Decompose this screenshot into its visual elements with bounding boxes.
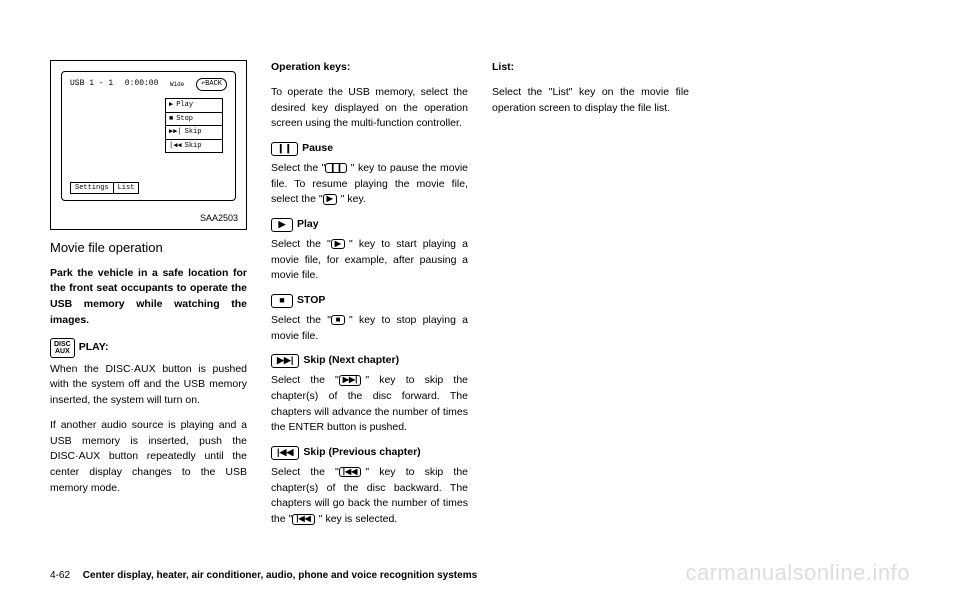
column-2: Operation keys: To operate the USB memor… <box>271 60 468 530</box>
menu-stop: ■Stop <box>165 112 223 126</box>
sp-t3: " key is selected. <box>319 513 397 525</box>
back-glyph: |◀◀ <box>169 141 182 152</box>
play-text: Select the "▶" key to start playing a mo… <box>271 237 468 284</box>
skipnext-heading: ▶▶| Skip (Next chapter) <box>271 353 468 369</box>
pause-t1: Select the " <box>271 162 325 174</box>
stop-inline-icon: ■ <box>331 315 345 326</box>
skipprev-text: Select the "|◀◀" key to skip the chapter… <box>271 465 468 528</box>
skipnext-icon: ▶▶| <box>271 354 299 368</box>
menu-skip-fwd: ▶▶|Skip <box>165 125 223 139</box>
back-button: ↶BACK <box>196 78 227 91</box>
menu-skip-back: |◀◀Skip <box>165 139 223 154</box>
menu-skip-back-label: Skip <box>185 141 202 152</box>
play-label-2: Play <box>297 217 319 233</box>
menu-play: ▶Play <box>165 98 223 112</box>
disc-aux-icon: DISC AUX <box>50 338 75 358</box>
column-1: USB 1 - 1 0:00:00 Wide ↶BACK ▶Play ■Stop… <box>50 60 247 530</box>
section-title: Center display, heater, air conditioner,… <box>83 570 477 581</box>
play-label: PLAY: <box>79 340 109 356</box>
stop-icon: ■ <box>271 294 293 308</box>
play-inline-icon-2: ▶ <box>331 239 345 250</box>
column-3: List: Select the "List" key on the movie… <box>492 60 689 530</box>
usb-label: USB 1 - 1 <box>70 78 113 90</box>
time-label: 0:00:00 <box>125 78 159 90</box>
menu-play-label: Play <box>176 100 193 111</box>
page-footer: 4-62 Center display, heater, air conditi… <box>50 570 477 581</box>
skipnext-text: Select the "▶▶|" key to skip the chapter… <box>271 373 468 436</box>
stop-heading: ■ STOP <box>271 293 468 309</box>
watermark: carmanualsonline.info <box>685 560 910 586</box>
menu-skip-fwd-label: Skip <box>185 127 202 138</box>
pause-icon: ❙❙ <box>271 142 298 156</box>
sp-t1: Select the " <box>271 466 339 478</box>
play-glyph: ▶ <box>169 100 173 111</box>
settings-btn: Settings <box>70 182 114 195</box>
skipprev-label: Skip (Previous chapter) <box>303 445 420 461</box>
play-t1: Select the " <box>271 238 331 250</box>
play-icon-2: ▶ <box>271 218 293 232</box>
stop-label: STOP <box>297 293 325 309</box>
skipprev-icon: |◀◀ <box>271 446 299 460</box>
play-heading-2: ▶ Play <box>271 217 468 233</box>
menu-stop-label: Stop <box>176 114 193 125</box>
skipprev-inline-icon: |◀◀ <box>339 467 362 478</box>
screen-topbar: USB 1 - 1 0:00:00 Wide ↶BACK <box>70 78 227 91</box>
stop-t1: Select the " <box>271 314 331 326</box>
pause-label: Pause <box>302 141 333 157</box>
pause-t3: " key. <box>341 193 366 205</box>
play-inline-icon: ▶ <box>323 194 337 205</box>
play-heading: DISC AUX PLAY: <box>50 338 247 358</box>
list-text: Select the "List" key on the movie file … <box>492 85 689 117</box>
skipprev-heading: |◀◀ Skip (Previous chapter) <box>271 445 468 461</box>
column-4 <box>713 60 910 530</box>
figure-container: USB 1 - 1 0:00:00 Wide ↶BACK ▶Play ■Stop… <box>50 60 247 230</box>
skipnext-inline-icon: ▶▶| <box>339 375 362 386</box>
warning-text: Park the vehicle in a safe location for … <box>50 266 247 329</box>
stop-glyph: ■ <box>169 114 173 125</box>
movie-file-heading: Movie file operation <box>50 238 247 258</box>
page-number: 4-62 <box>50 570 70 581</box>
bottom-buttons: Settings List <box>70 182 138 195</box>
pause-inline-icon: ❙❙ <box>325 163 346 174</box>
screen-mock: USB 1 - 1 0:00:00 Wide ↶BACK ▶Play ■Stop… <box>61 71 236 201</box>
play-para-1: When the DISC·AUX button is pushed with … <box>50 362 247 409</box>
skipnext-label: Skip (Next chapter) <box>303 353 399 369</box>
play-para-2: If another audio source is playing and a… <box>50 418 247 497</box>
figure-caption: SAA2503 <box>200 212 238 226</box>
opkeys-heading: Operation keys: <box>271 60 468 76</box>
fwd-glyph: ▶▶| <box>169 127 182 138</box>
opkeys-text: To operate the USB memory, select the de… <box>271 85 468 132</box>
menu-list: ▶Play ■Stop ▶▶|Skip |◀◀Skip <box>165 98 223 153</box>
page-columns: USB 1 - 1 0:00:00 Wide ↶BACK ▶Play ■Stop… <box>50 60 910 530</box>
pause-text: Select the "❙❙" key to pause the movie f… <box>271 161 468 208</box>
list-btn: List <box>113 182 140 195</box>
list-heading: List: <box>492 60 689 76</box>
pause-heading: ❙❙ Pause <box>271 141 468 157</box>
wide-label: Wide <box>170 80 184 89</box>
sn-t1: Select the " <box>271 374 339 386</box>
skipprev-inline-icon-2: |◀◀ <box>292 514 315 525</box>
stop-text: Select the "■" key to stop playing a mov… <box>271 313 468 345</box>
